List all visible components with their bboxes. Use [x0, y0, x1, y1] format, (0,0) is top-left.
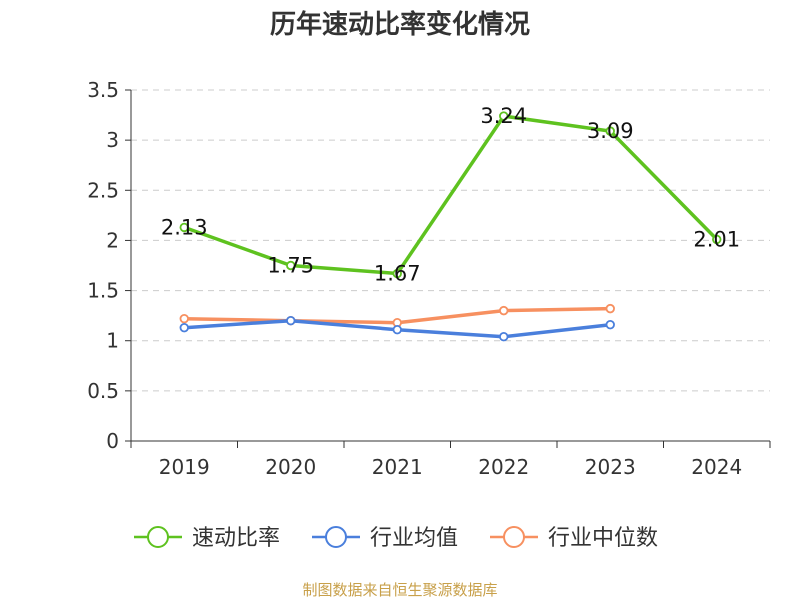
x-tick-label: 2022: [478, 455, 529, 479]
data-label: 1.67: [374, 262, 421, 286]
y-tick-label: 3: [106, 128, 119, 152]
x-tick-label: 2019: [159, 455, 210, 479]
data-label: 2.13: [161, 215, 208, 239]
data-point: [499, 111, 509, 121]
data-point: [605, 303, 615, 314]
x-tick-label: 2023: [585, 455, 636, 479]
y-tick-label: 1.5: [87, 279, 119, 303]
data-point: [179, 222, 189, 233]
data-point: [392, 324, 402, 335]
data-label: 1.75: [267, 254, 314, 278]
x-ticks: 2019 2020 2021 2022 2023 2024: [130, 441, 771, 479]
data-label: 3.24: [480, 104, 527, 128]
data-label: 3.09: [587, 119, 634, 143]
data-point: [712, 234, 722, 245]
data-point: [499, 305, 509, 316]
legend-item[interactable]: 行业中位数: [490, 526, 658, 551]
y-tick-label: 1: [106, 329, 119, 353]
x-tick-label: 2024: [691, 455, 742, 479]
legend-label: 速动比率: [192, 526, 280, 551]
legend-label: 行业均值: [370, 526, 458, 551]
x-tick-label: 2021: [372, 455, 423, 479]
legend-marker: [325, 526, 347, 548]
legend-item[interactable]: 速动比率: [134, 526, 280, 551]
series-line: [182, 114, 719, 276]
y-tick-label: 0: [106, 429, 119, 453]
y-tick-label: 2: [106, 228, 119, 252]
data-point: [286, 260, 296, 271]
x-tick-label: 2020: [265, 455, 316, 479]
data-point: [286, 315, 296, 326]
data-point: [392, 268, 402, 279]
legend-label: 行业中位数: [548, 526, 658, 551]
data-labels: 2.13 1.75 1.67 3.24 3.09 2.01: [161, 104, 740, 285]
legend-marker: [503, 526, 525, 548]
y-tick-label: 0.5: [87, 379, 119, 403]
data-point: [605, 126, 615, 136]
legend[interactable]: 速动比率 行业均值 行业中位数: [134, 526, 658, 551]
axes: [130, 90, 770, 442]
chart-title: 历年速动比率变化情况: [270, 9, 530, 40]
data-point: [179, 313, 189, 324]
legend-marker: [147, 526, 169, 548]
legend-item[interactable]: 行业均值: [312, 526, 458, 551]
data-point: [499, 332, 509, 342]
series-lines: [179, 111, 722, 342]
y-ticks: 0 0.5 1 1.5 2 2.5 3 3.5: [87, 78, 131, 453]
data-point: [179, 322, 189, 333]
data-label: 2.01: [693, 227, 740, 251]
source-note: 制图数据来自恒生聚源数据库: [302, 581, 497, 599]
data-point: [605, 319, 615, 330]
y-tick-label: 3.5: [87, 78, 119, 102]
y-tick-label: 2.5: [87, 178, 119, 202]
grid-lines: [131, 89, 770, 392]
